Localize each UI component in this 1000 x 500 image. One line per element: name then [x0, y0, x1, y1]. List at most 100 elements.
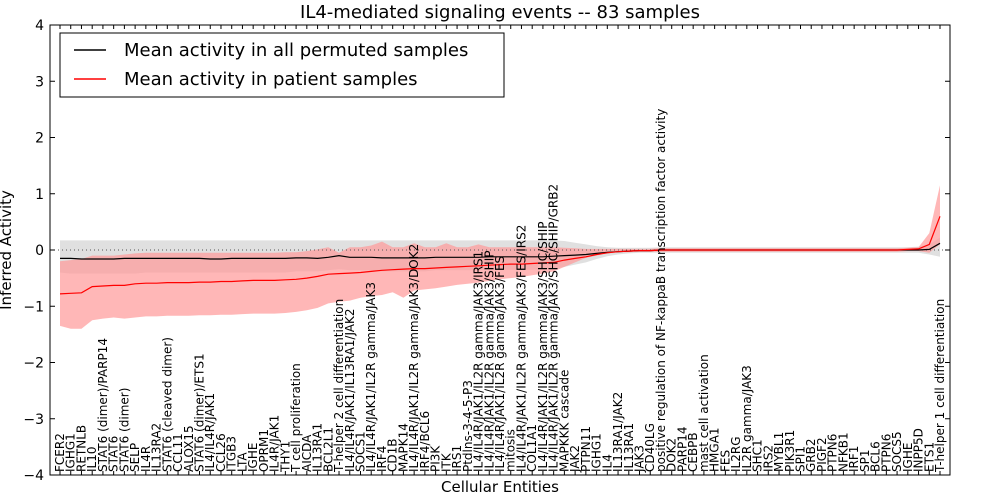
x-tick-label: BCL2L1 — [321, 427, 335, 472]
legend-label-1: Mean activity in patient samples — [124, 69, 418, 90]
x-tick-label: IL4/IL4R/JAK1/IL2R gamma/JAK3/SHIP — [482, 251, 496, 472]
x-tick-label: IL13RA1 — [622, 423, 636, 472]
x-tick-label: PARP14 — [675, 426, 689, 472]
x-tick-label: STAT6 (dimer)/ETS1 — [193, 353, 207, 472]
x-tick-label: IL4/IL4R/JAK1/IL13RA1/JAK2 — [343, 309, 357, 473]
x-tick-label: IL10 — [85, 447, 99, 473]
x-tick-label: PIK3R1 — [783, 430, 797, 472]
x-tick-label: mitosis — [504, 429, 518, 472]
x-tick-label: IL2RG — [729, 437, 743, 473]
x-tick-label: PIGF2 — [815, 437, 829, 472]
y-tick-label: −3 — [23, 412, 44, 428]
x-tick-label: IL4/IL4R/JAK1/IL2R gamma/JAK3/DOK2 — [407, 244, 421, 472]
x-tick-label: IL4/IL4R/JAK1/IL2R gamma/JAK3 — [364, 282, 378, 472]
x-tick-label: JAK2 — [568, 445, 582, 473]
x-tick-label: MYBL1 — [772, 432, 786, 472]
x-tick-label: IGHG1 — [64, 433, 78, 472]
x-tick-label: FES — [718, 450, 732, 472]
x-tick-label: MAPK14 — [396, 423, 410, 472]
x-tick-label: IL4/IL4R/JAK1/IL2R gamma/JAK3/FES — [493, 256, 507, 472]
x-tick-label: RETNLB — [74, 425, 88, 472]
x-tick-label: COL1A1 — [525, 424, 539, 472]
x-tick-label: PTPN6 — [879, 434, 893, 472]
x-tick-label: ALOX15 — [182, 425, 196, 472]
x-tick-label: GRB2 — [804, 438, 818, 472]
x-tick-label: JAK3 — [633, 445, 647, 473]
x-tick-label: IGHG1 — [590, 433, 604, 472]
y-tick-label: −4 — [23, 468, 44, 484]
x-tick-label: STAT6 (dimer)/PARP14 — [96, 338, 110, 472]
x-tick-label: MAPKKK cascade — [557, 370, 571, 472]
legend-label-0: Mean activity in all permuted samples — [124, 40, 468, 61]
x-tick-label: IL4/IL4R/JAK1/IL2R gamma/JAK3/SHC/SHIP — [536, 221, 550, 472]
x-tick-label: PTPN11 — [579, 426, 593, 472]
x-tick-label: CD40LG — [643, 423, 657, 472]
x-tick-label: T-helper 2 cell differentiation — [332, 299, 346, 473]
x-tick-label: ETS1 — [922, 442, 936, 472]
x-tick-label: OPRM1 — [257, 429, 271, 472]
x-tick-label: IL2R gamma/JAK3 — [740, 365, 754, 472]
x-tick-label: THY1 — [278, 441, 292, 473]
x-tick-label: DOK2 — [665, 438, 679, 472]
x-tick-label: SOCS5 — [890, 431, 904, 472]
x-tick-label: IL4R/JAK1 — [268, 415, 282, 472]
x-tick-label: SPI1 — [793, 446, 807, 472]
x-tick-label: STAT6 (cleaved dimer) — [160, 337, 174, 472]
x-tick-label: STAT6 (dimer) — [117, 388, 131, 472]
x-tick-label: IL4/IL4R/JAK1/IL2R gamma/JAK3/SHC/SHIP/G… — [547, 184, 561, 472]
y-tick-label: 4 — [35, 18, 44, 34]
series-1-line — [59, 216, 941, 295]
x-tick-label: IL4R — [139, 446, 153, 472]
x-tick-label: PTPN6 — [826, 434, 840, 472]
x-tick-label: IL4/IL4R/JAK1 — [203, 393, 217, 472]
x-tick-label: SOCS1 — [353, 431, 367, 472]
x-tick-label: CD1B — [386, 439, 400, 473]
x-tick-label: CEBPB — [686, 432, 700, 472]
x-tick-label: T-helper 1 cell differentiation — [933, 299, 947, 473]
x-tick-label: mast cell activation — [697, 354, 711, 472]
x-tick-label: IL13RA1 — [311, 423, 325, 472]
legend: Mean activity in all permuted samples Mea… — [59, 32, 505, 98]
x-tick-label: SP1 — [858, 450, 872, 473]
y-tick-label: −1 — [23, 299, 44, 315]
x-tick-label: SELP — [128, 443, 142, 472]
x-tick-label: IRF1 — [847, 446, 861, 472]
y-tick-label: 0 — [35, 243, 44, 259]
x-tick-label: CCL11 — [171, 433, 185, 472]
x-tick-label: IL13RA2 — [150, 423, 164, 472]
y-tick-label: −2 — [23, 356, 44, 372]
x-tick-label: positive regulation of NF-kappaB transcr… — [654, 109, 668, 472]
y-tick-label: 1 — [35, 187, 44, 203]
x-tick-label: ITGB3 — [225, 436, 239, 472]
x-tick-label: IL4 — [600, 454, 614, 472]
chart-title: IL4-mediated signaling events -- 83 samp… — [300, 2, 700, 23]
x-tick-label: IGHE — [246, 443, 260, 472]
x-tick-label: IRF4/BCL6 — [418, 411, 432, 472]
x-tick-label: Ptdlns-3-4-5-P3 — [461, 380, 475, 472]
x-tick-label: INPP5D — [912, 428, 926, 472]
x-tick-label: SHC1 — [751, 439, 765, 472]
y-axis-label: Inferred Activity — [0, 190, 15, 310]
x-tick-label: BCL6 — [869, 441, 883, 472]
y-tick-label: 3 — [35, 74, 44, 90]
x-tick-label: FCER2 — [53, 433, 67, 472]
x-tick-label: IL13RA1/JAK2 — [611, 392, 625, 472]
x-axis-label: Cellular Entities — [441, 478, 559, 496]
x-tick-label: HMGA1 — [708, 427, 722, 472]
x-tick-label: IL4/IL4R/JAK1/IL2R gamma/JAK3/IRS1 — [472, 251, 486, 472]
x-tick-label: IRF4 — [375, 446, 389, 472]
x-tick-label: IRS1 — [450, 445, 464, 472]
legend-box — [59, 32, 505, 98]
x-tick-label: PI3K — [429, 445, 443, 472]
x-tick-label: IGHE — [901, 443, 915, 472]
x-tick-label: ITK — [439, 452, 453, 472]
x-tick-label: IL4/IL4R/JAK1/IL2R gamma/JAK3/FES/IRS2 — [514, 225, 528, 472]
y-tick-label: 2 — [35, 131, 44, 147]
x-tick-label: AICDA — [300, 434, 314, 472]
x-tick-label: T cell proliferation — [289, 363, 303, 473]
x-tick-label: IRS2 — [761, 445, 775, 472]
x-tick-label: CCL26 — [214, 433, 228, 472]
x-tick-label: NFKB1 — [836, 432, 850, 472]
